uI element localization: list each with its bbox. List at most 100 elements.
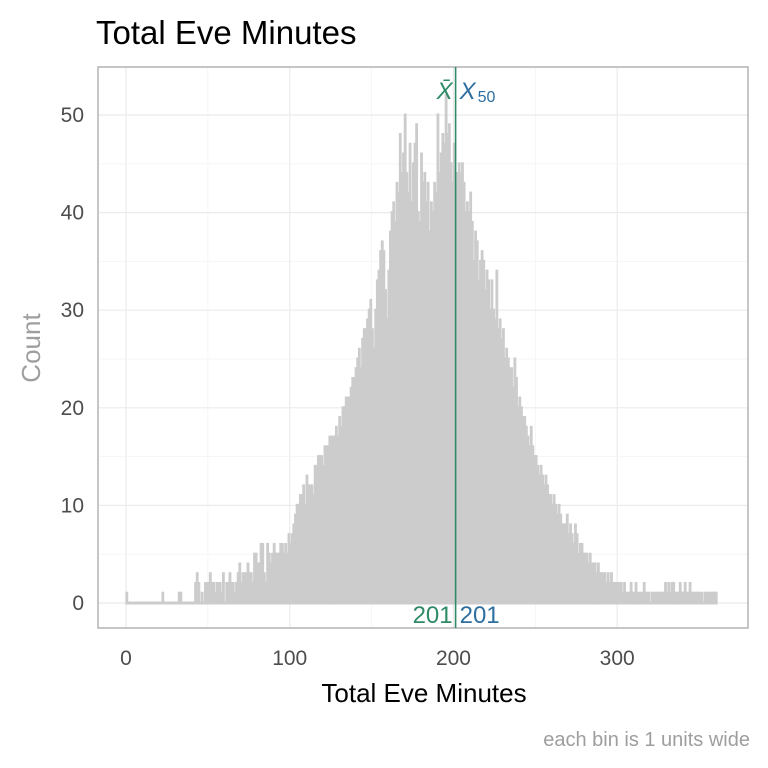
y-tick-label: 30 [61, 299, 84, 322]
histogram-bar [603, 572, 607, 605]
histogram-bar [161, 591, 165, 605]
histogram-bar [510, 367, 514, 605]
histogram-bar [262, 572, 266, 605]
histogram-bar [181, 601, 184, 605]
histogram-bar [506, 357, 510, 605]
histogram-bar [357, 347, 361, 605]
histogram-bar [487, 279, 491, 605]
histogram-bar [212, 581, 216, 605]
histogram-bar [700, 591, 703, 605]
histogram-bar [145, 601, 148, 605]
histogram-bar [243, 572, 247, 605]
histogram-bar [554, 503, 558, 605]
histogram-bar [488, 308, 492, 605]
histogram-bar [210, 581, 214, 605]
histogram-bar [492, 308, 496, 605]
chart-title: Total Eve Minutes [96, 14, 356, 51]
histogram-bar [536, 464, 540, 605]
histogram-bar [670, 581, 674, 605]
histogram-bar [511, 386, 515, 605]
histogram-bar [659, 591, 663, 605]
histogram-bar [534, 455, 538, 605]
histogram-bar [407, 191, 410, 605]
histogram-bar [217, 581, 220, 605]
histogram-bar [701, 601, 705, 605]
histogram-bar [235, 581, 238, 605]
histogram-bar [136, 601, 140, 605]
histogram-bar [479, 259, 482, 605]
histogram-bar [441, 133, 445, 605]
histogram-bar [711, 591, 715, 605]
histogram-bar [338, 416, 342, 605]
histogram-bar [647, 591, 651, 605]
histogram-bar [688, 581, 692, 605]
histogram-bar [135, 601, 139, 605]
histogram-bar [305, 474, 309, 605]
histogram-bar [657, 591, 661, 605]
histogram-bar [231, 581, 235, 605]
histogram-bar [526, 435, 530, 605]
histogram-bar [457, 162, 461, 605]
histogram-bar [544, 474, 548, 605]
histogram-bar [166, 601, 170, 605]
histogram-bar [343, 406, 347, 605]
histogram-bar [197, 581, 201, 605]
histogram-bar [628, 591, 631, 605]
histogram-bar [138, 601, 142, 605]
histogram-bar [298, 494, 302, 605]
histogram-bar [425, 201, 428, 605]
histogram-bar [446, 133, 450, 605]
histogram-bar [289, 542, 292, 605]
histogram-bar [709, 591, 713, 605]
histogram-bar [336, 435, 340, 605]
histogram-bar [256, 562, 260, 605]
histogram-bar [261, 542, 265, 605]
histogram-bar [605, 581, 608, 605]
histogram-bar [585, 552, 589, 605]
histogram-bar [130, 601, 134, 605]
histogram-bar [384, 289, 387, 605]
histogram-bar [682, 591, 685, 605]
histogram-bar [349, 386, 353, 605]
histogram-bar [372, 347, 376, 605]
histogram-bar [470, 220, 474, 605]
histogram-bar [398, 133, 402, 605]
histogram-bar [151, 601, 155, 605]
histogram-bar [184, 601, 188, 605]
histogram-bar [447, 123, 451, 605]
histogram-bar [371, 328, 374, 605]
histogram-bar [323, 445, 327, 605]
histogram-bar [159, 601, 163, 605]
histogram-bar [613, 581, 617, 605]
histogram-bar [352, 377, 356, 605]
histogram-bar [377, 269, 381, 605]
histogram-bar [698, 591, 702, 605]
histogram-bar [292, 523, 296, 605]
histogram-bar [179, 591, 183, 605]
histogram-bar [294, 513, 297, 605]
histogram-bar [344, 396, 348, 605]
histogram-bar [626, 591, 630, 605]
histogram-bar [516, 406, 520, 605]
histogram-bar [205, 581, 209, 605]
histogram-bar [185, 601, 189, 605]
histogram-bar [528, 445, 532, 605]
histogram-bar [143, 601, 147, 605]
histogram-bar [577, 552, 581, 605]
histogram-bar [313, 464, 317, 605]
y-axis-ticks: 0 10 20 30 40 50 [61, 104, 84, 615]
histogram-bar [508, 367, 512, 605]
histogram-bar [366, 318, 369, 605]
histogram-bar [346, 396, 350, 605]
histogram-bar [199, 601, 202, 605]
histogram-bar [207, 581, 211, 605]
histogram-bar [213, 591, 217, 605]
histogram-bar [302, 484, 306, 605]
histogram-bar [574, 523, 577, 605]
bars [125, 93, 718, 605]
histogram-bar [547, 494, 551, 605]
histogram-bar [665, 591, 669, 605]
histogram-bar [533, 455, 536, 605]
histogram-bar [295, 503, 299, 605]
histogram-bar [497, 328, 500, 605]
